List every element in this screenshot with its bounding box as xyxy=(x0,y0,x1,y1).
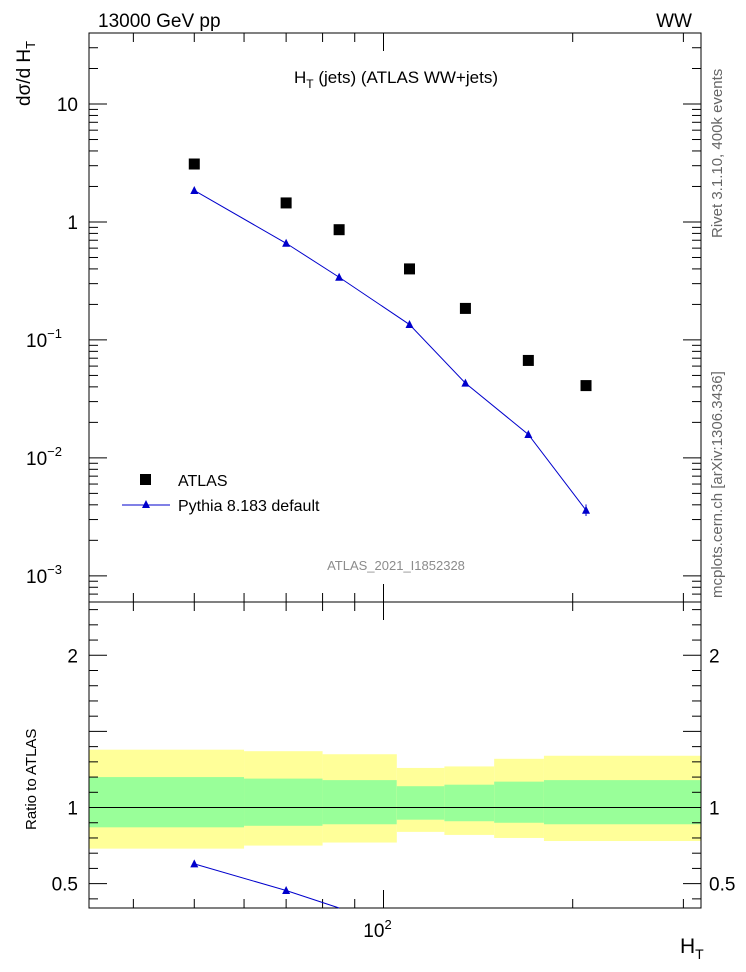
header-right: WW xyxy=(656,11,692,32)
xaxis-label-sub: T xyxy=(695,946,704,962)
mc-point-3 xyxy=(405,320,414,329)
band-inner-2 xyxy=(322,780,397,825)
band-inner-6 xyxy=(543,780,701,825)
xtick-label-base: 10 xyxy=(363,921,384,942)
legend-mc-label: Pythia 8.183 default xyxy=(178,498,320,515)
xaxis-label: HT xyxy=(680,935,704,962)
ratio-ylabel: Ratio to ATLAS xyxy=(23,729,40,830)
ratio-ytick-label-right-2: 0.5 xyxy=(709,875,735,896)
mc-series-line xyxy=(194,190,587,511)
main-title: HT (jets) (ATLAS WW+jets) xyxy=(294,68,498,91)
ratio-plot-frame xyxy=(88,601,702,909)
band-inner-4 xyxy=(444,784,495,822)
xtick-label-0: 102 xyxy=(363,917,391,942)
uncertainty-bands xyxy=(89,749,701,849)
main-ytick-label-exp: −1 xyxy=(47,326,62,341)
band-inner-0 xyxy=(89,777,245,828)
data-point-1 xyxy=(280,197,292,209)
legend-mc-marker xyxy=(142,500,150,508)
ratio-mc-series xyxy=(190,859,340,909)
main-ytick-label-base: 10 xyxy=(57,95,78,116)
main-plot-frame xyxy=(88,32,702,603)
mc-point-0 xyxy=(190,185,199,194)
analysis-watermark: ATLAS_2021_I1852328 xyxy=(327,558,465,573)
ratio-mc-line xyxy=(194,863,340,909)
main-ylabel: dσ/d HT xyxy=(14,41,38,106)
main-title-rest: (jets) (ATLAS WW+jets) xyxy=(314,68,498,87)
ratio-ytick-label-left-2: 0.5 xyxy=(52,875,78,896)
data-point-0 xyxy=(188,158,200,170)
ratio-ytick-label-left-0: 2 xyxy=(67,646,78,667)
band-inner-5 xyxy=(494,781,544,823)
main-ytick-label-exp: −2 xyxy=(47,444,62,459)
mc-point-1 xyxy=(282,238,291,247)
band-inner-3 xyxy=(396,786,445,820)
main-ytick-label-exp: −3 xyxy=(47,562,62,577)
ratio-ytick-label-right-0: 2 xyxy=(709,646,720,667)
header-left: 13000 GeV pp xyxy=(98,11,221,32)
band-inner-1 xyxy=(244,778,323,826)
ratio-mc-point-0 xyxy=(190,859,199,868)
xtick-label-exp: 2 xyxy=(384,917,391,932)
legend-data-marker xyxy=(140,474,151,485)
main-title-main: H xyxy=(294,68,306,87)
side-label-bottom: mcplots.cern.ch [arXiv:1306.3436] xyxy=(709,371,726,598)
main-ytick-label-base: 10 xyxy=(26,331,47,352)
main-ytick-label-3: 10−2 xyxy=(26,444,62,470)
mc-series-points xyxy=(190,185,591,517)
main-ylabel-sub: T xyxy=(23,41,38,49)
side-label-top: Rivet 3.1.10, 400k events xyxy=(709,69,726,238)
main-ytick-label-0: 10 xyxy=(57,95,78,116)
main-ytick-label-2: 10−1 xyxy=(26,326,62,352)
main-ytick-label-4: 10−3 xyxy=(26,562,62,588)
ratio-mc-point-1 xyxy=(282,885,291,894)
data-point-3 xyxy=(404,263,416,275)
main-ytick-label-base: 10 xyxy=(26,567,47,588)
data-series-points xyxy=(188,158,592,392)
main-ylabel-pre: dσ/d H xyxy=(14,49,35,106)
legend-data-label: ATLAS xyxy=(178,473,228,490)
ratio-ytick-label-left-1: 1 xyxy=(67,799,78,820)
ratio-ytick-label-right-1: 1 xyxy=(709,799,720,820)
data-point-6 xyxy=(580,380,592,392)
legend: ATLAS Pythia 8.183 default xyxy=(122,473,320,515)
xaxis-label-main: H xyxy=(680,935,695,958)
data-point-4 xyxy=(459,302,471,314)
mc-point-2 xyxy=(335,272,344,281)
main-title-sub: T xyxy=(306,77,314,91)
mc-point-4 xyxy=(461,378,470,387)
mc-line-path xyxy=(194,190,587,511)
main-ytick-label-1: 1 xyxy=(67,213,78,234)
data-point-5 xyxy=(522,354,534,366)
main-ytick-label-base: 1 xyxy=(67,213,78,234)
main-ytick-label-base: 10 xyxy=(26,449,47,470)
mc-point-5 xyxy=(524,429,533,438)
data-point-2 xyxy=(333,224,345,236)
